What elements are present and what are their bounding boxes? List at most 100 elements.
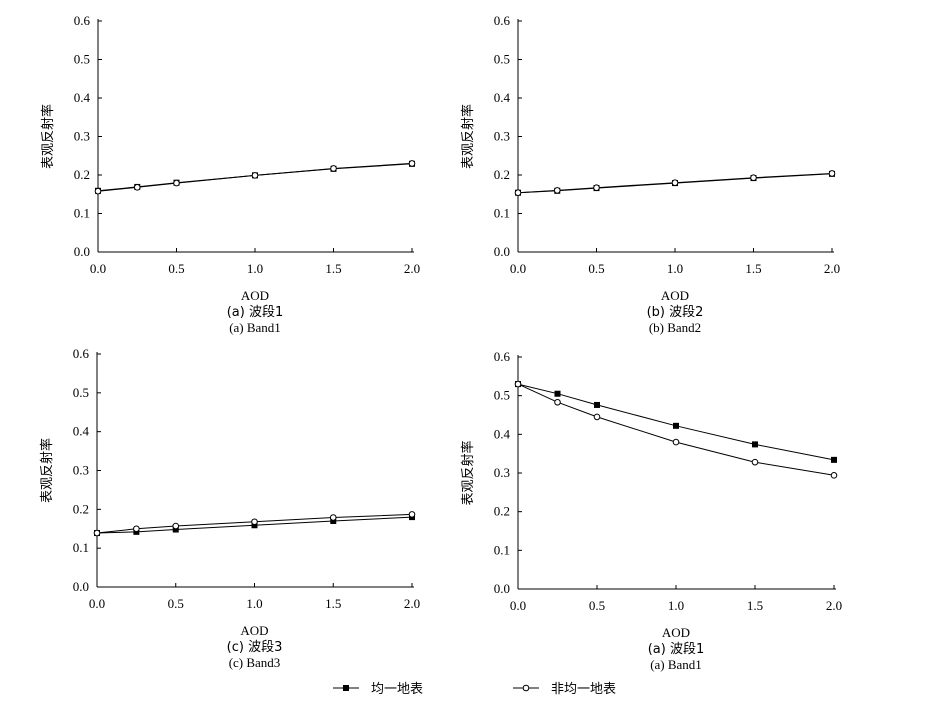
y-tick-label: 0.3 [74, 129, 90, 144]
series-line-square [517, 383, 835, 461]
x-tick-label: 1.5 [325, 596, 341, 611]
y-axis-label: 表观反射率 [39, 438, 55, 503]
x-tick-label: 2.0 [826, 598, 842, 613]
data-point-circle [593, 413, 601, 421]
x-tick-label: 0.0 [90, 261, 106, 276]
y-tick-label: 0.3 [494, 129, 510, 144]
data-point-square [752, 441, 758, 448]
data-point-square [594, 401, 600, 408]
legend-marker-circle [522, 684, 530, 692]
data-point-square [554, 390, 561, 397]
data-point-circle [133, 525, 140, 533]
y-tick-label: 0.2 [494, 504, 510, 519]
data-point-circle [593, 184, 600, 192]
data-point-circle [751, 458, 759, 466]
data-point-circle [514, 189, 522, 197]
y-tick-label: 0.5 [74, 52, 90, 67]
y-tick-label: 0.3 [73, 463, 89, 478]
data-point-circle [671, 179, 679, 186]
chart-panel-2: 0.0 0.1 0.2 0.3 0.4 0.5 0.6 0.0 0.5 1.0 1.5 2.0 表观反射… [460, 13, 840, 335]
data-point-square [251, 522, 258, 529]
data-point-circle [672, 438, 680, 446]
chart-panel-3: 0.0 0.1 0.2 0.3 0.4 0.5 0.6 0.0 0.5 1.0 1.5 2.0 表观反射… [39, 346, 420, 670]
y-tick-label: 0.4 [73, 424, 90, 439]
legend-marker-square [343, 685, 349, 691]
legend: 均一地表 非均一地表 [333, 682, 616, 697]
data-point-circle [830, 472, 838, 479]
caption-chinese: (c) 波段3 [227, 640, 283, 655]
y-tick-label: 0.6 [494, 349, 511, 364]
series-line-circle [97, 162, 413, 192]
caption-english: (a) Band1 [650, 657, 702, 672]
y-tick-label: 0.0 [494, 244, 510, 259]
data-point-circle [828, 170, 836, 177]
x-tick-label: 1.5 [745, 261, 761, 276]
x-tick-label: 0.0 [510, 598, 526, 613]
x-axis-label: AOD [662, 625, 690, 640]
x-tick-label: 0.5 [168, 261, 184, 276]
y-tick-label: 0.2 [494, 167, 510, 182]
data-point-circle [408, 511, 416, 518]
y-tick-label: 0.0 [74, 244, 90, 259]
caption-english: (c) Band3 [229, 655, 281, 670]
y-tick-label: 0.4 [494, 426, 511, 441]
y-tick-label: 0.1 [494, 542, 510, 557]
x-tick-label: 1.5 [325, 261, 341, 276]
x-axis-label: AOD [240, 623, 268, 638]
x-tick-label: 0.5 [588, 261, 604, 276]
series-line-circle [96, 513, 413, 534]
y-tick-label: 0.2 [73, 501, 89, 516]
y-axis-label: 表观反射率 [460, 440, 476, 505]
y-tick-label: 0.6 [73, 346, 90, 361]
y-tick-label: 0.1 [74, 206, 90, 221]
y-tick-label: 0.0 [73, 579, 89, 594]
x-axis-label: AOD [661, 288, 689, 303]
series-line-circle [517, 173, 833, 194]
x-tick-label: 0.5 [168, 596, 184, 611]
x-tick-label: 2.0 [824, 261, 840, 276]
y-tick-label: 0.1 [73, 540, 89, 555]
data-point-circle [94, 187, 102, 195]
x-axis-label: AOD [241, 288, 269, 303]
caption-english: (a) Band1 [229, 320, 281, 335]
y-tick-label: 0.5 [494, 52, 510, 67]
data-point-circle [172, 522, 180, 530]
data-point-circle [330, 165, 337, 172]
x-tick-label: 0.0 [89, 596, 105, 611]
y-tick-label: 0.5 [494, 388, 510, 403]
series-line-square [96, 516, 413, 534]
y-tick-label: 0.1 [494, 206, 510, 221]
y-tick-label: 0.4 [494, 90, 511, 105]
x-tick-label: 1.0 [667, 261, 683, 276]
data-point-circle [554, 398, 561, 406]
caption-chinese: (a) 波段1 [227, 305, 284, 320]
data-point-square [831, 456, 837, 463]
y-tick-label: 0.6 [74, 13, 91, 28]
data-point-circle [329, 514, 337, 521]
x-tick-label: 1.5 [747, 598, 763, 613]
data-point-circle [133, 184, 141, 191]
data-point-circle [514, 380, 522, 388]
x-tick-label: 2.0 [404, 261, 420, 276]
data-point-circle [251, 172, 259, 179]
legend-label: 均一地表 [371, 682, 423, 697]
data-point-square [330, 517, 337, 524]
chart-panel-4: 0.0 0.1 0.2 0.3 0.4 0.5 0.6 0.0 0.5 1.0 1.5 2.0 表观反射… [460, 349, 842, 672]
data-point-square [673, 422, 679, 429]
caption-english: (b) Band2 [649, 320, 701, 335]
data-point-circle [750, 174, 757, 181]
data-point-circle [251, 518, 258, 526]
y-tick-label: 0.0 [494, 581, 510, 596]
y-tick-label: 0.5 [73, 385, 89, 400]
caption-chinese: (a) 波段1 [648, 642, 705, 657]
data-point-square [172, 526, 179, 533]
x-tick-label: 2.0 [404, 596, 420, 611]
legend-label: 非均一地表 [551, 682, 616, 697]
data-point-circle [408, 160, 416, 167]
data-point-circle [173, 179, 180, 187]
caption-chinese: (b) 波段2 [647, 305, 704, 320]
chart-panel-1: 0.0 0.1 0.2 0.3 0.4 0.5 0.6 0.0 0.5 1.0 1.5 2.0 表观反射… [40, 13, 420, 335]
y-axis-label: 表观反射率 [40, 104, 56, 169]
x-tick-label: 1.0 [247, 261, 263, 276]
